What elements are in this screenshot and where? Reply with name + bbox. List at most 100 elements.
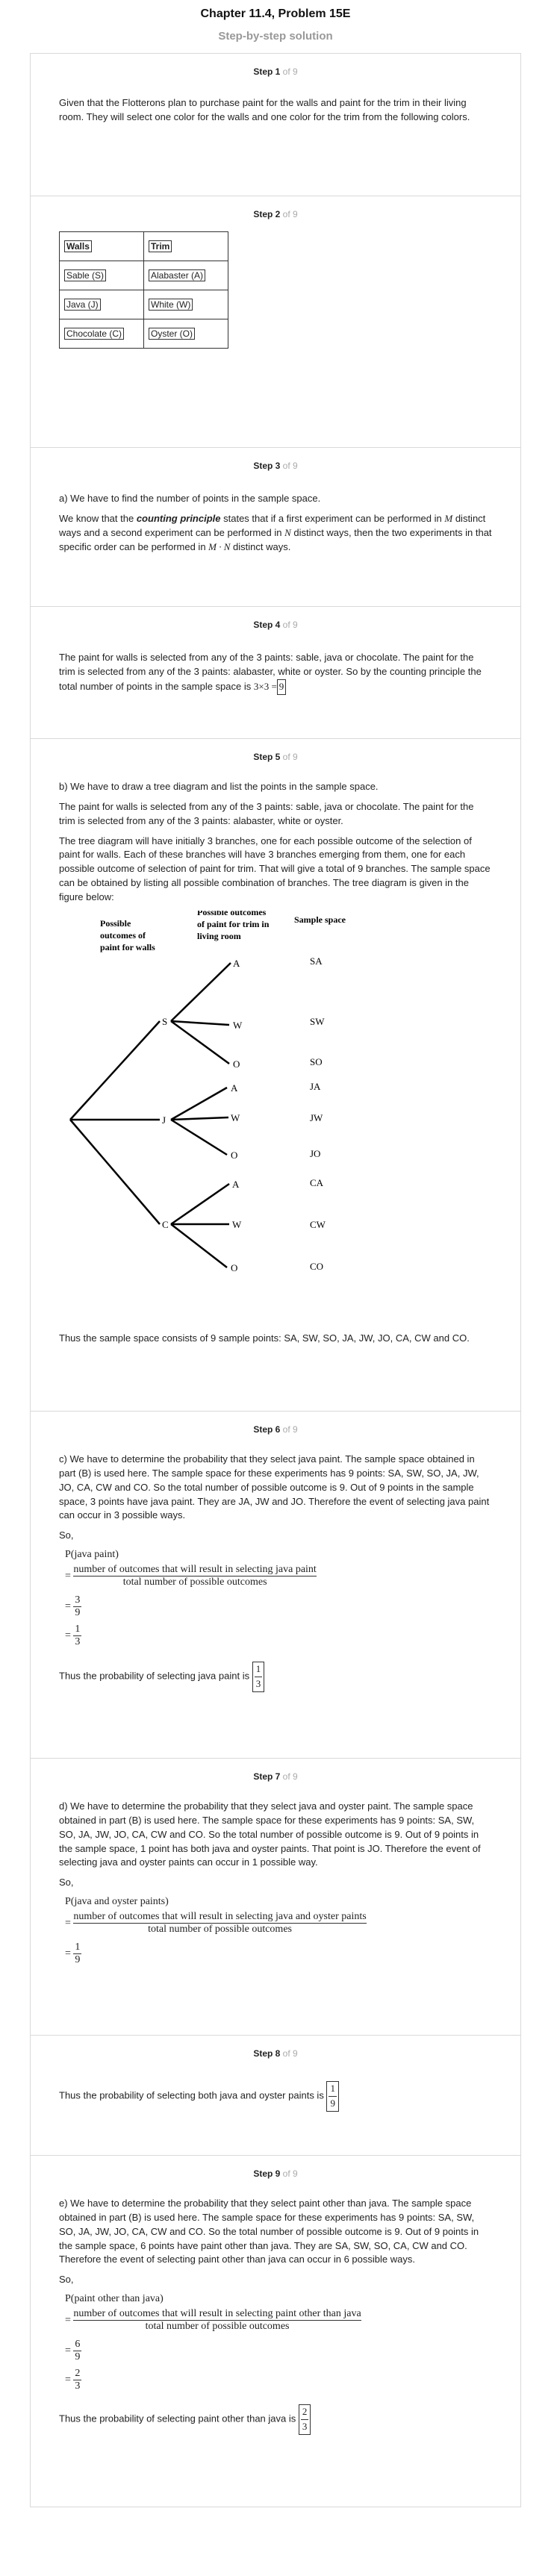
tree-branches: [69, 961, 231, 1268]
step-9-so: So,: [59, 2274, 74, 2286]
probability-expression: P(paint other than java): [65, 2293, 164, 2305]
sample-point: CA: [310, 1177, 324, 1188]
tree-header-walls-line-3: paint for walls: [100, 942, 155, 952]
step-2-title: Step 2 of 9: [253, 209, 298, 219]
table-row: Java (J) White (W): [59, 290, 228, 319]
table-cell: Alabaster (A): [149, 269, 206, 281]
probability-formula: number of outcomes that will result in s…: [73, 2308, 361, 2333]
step-9-title: Step 9 of 9: [253, 2168, 298, 2179]
branch-s-w: [170, 1020, 230, 1026]
step-6-conclusion: Thus the probability of selecting java p…: [59, 1662, 492, 1692]
tree-node-trim: O: [231, 1150, 237, 1161]
step-7: Step 7 of 9 d) We have to determine the …: [31, 1759, 520, 2036]
table-row: Sable (S) Alabaster (A): [59, 261, 228, 290]
step-8-conclusion: Thus the probability of selecting both j…: [59, 2081, 492, 2112]
sample-point: JA: [310, 1081, 321, 1092]
branch-c-o: [170, 1223, 228, 1268]
step-5-text-3: The tree diagram will have initially 3 b…: [59, 835, 491, 902]
step-7-text-1: d) We have to determine the probability …: [59, 1800, 481, 1868]
tree-node-trim: W: [231, 1112, 240, 1123]
tree-node-walls-c: C: [162, 1219, 169, 1230]
branch-walls-c: [69, 1118, 161, 1225]
branch-c-a: [170, 1182, 230, 1225]
step-9-conclusion: Thus the probability of selecting paint …: [59, 2404, 492, 2435]
tree-node-trim: W: [233, 1020, 243, 1031]
step-7-equation: P(java and oyster paints) = number of ou…: [65, 1896, 492, 1966]
page-subtitle: Step-by-step solution: [218, 30, 333, 43]
table-cell: Sable (S): [64, 269, 107, 281]
tree-node-trim: A: [232, 1179, 240, 1190]
probability-formula: number of outcomes that will result in s…: [73, 1911, 367, 1936]
tree-node-walls-s: S: [162, 1016, 167, 1027]
step-3-title: Step 3 of 9: [253, 461, 298, 471]
step-7-title: Step 7 of 9: [253, 1771, 298, 1782]
table-cell: White (W): [149, 299, 193, 311]
table-cell: Chocolate (C): [64, 328, 125, 340]
colors-table: Walls Trim Sable (S) Alabaster (A) Java …: [59, 231, 228, 349]
step-7-so: So,: [59, 1877, 74, 1889]
step-5-text-4: Thus the sample space consists of 9 samp…: [59, 1332, 470, 1344]
step-1-title: Step 1 of 9: [253, 66, 298, 77]
tree-header-walls-line-2: outcomes of: [100, 930, 146, 941]
step-5-title: Step 5 of 9: [253, 752, 298, 762]
tree-header-sample-space: Sample space: [294, 914, 346, 925]
sample-point: CO: [310, 1261, 323, 1272]
tree-header-trim-line-3: living room: [197, 931, 241, 941]
step-4-text: The paint for walls is selected from any…: [59, 651, 492, 695]
table-header-trim: Trim: [149, 240, 172, 252]
step-6-so: So,: [59, 1529, 74, 1541]
sample-point: JO: [310, 1148, 320, 1159]
step-5-text-2: The paint for walls is selected from any…: [59, 800, 474, 826]
step-4-title: Step 4 of 9: [253, 620, 298, 630]
probability-expression: P(java paint): [65, 1549, 119, 1561]
table-header-walls: Walls: [64, 240, 92, 252]
step-6-text-1: c) We have to determine the probability …: [59, 1453, 490, 1521]
tree-node-trim: O: [233, 1058, 240, 1070]
step-1-text: Given that the Flotterons plan to purcha…: [59, 97, 470, 122]
sample-point: JW: [310, 1112, 323, 1123]
tree-header-walls-line-1: Possible: [100, 918, 131, 929]
branch-s-o: [170, 1020, 230, 1064]
step-2: Step 2 of 9 Walls Trim Sable (S) Alabast…: [31, 196, 520, 448]
step-4: Step 4 of 9 The paint for walls is selec…: [31, 607, 520, 739]
tree-node-trim: W: [232, 1219, 242, 1230]
step-9: Step 9 of 9 e) We have to determine the …: [31, 2156, 520, 2507]
step-8-title: Step 8 of 9: [253, 2048, 298, 2059]
step-3-text-2: We know that the counting principle stat…: [59, 512, 492, 552]
step-5: Step 5 of 9 b) We have to draw a tree di…: [31, 739, 520, 1412]
sample-point: SW: [310, 1016, 325, 1027]
page-title: Chapter 11.4, Problem 15E: [200, 7, 351, 20]
step-1: Step 1 of 9 Given that the Flotterons pl…: [31, 54, 520, 196]
branch-s-a: [170, 961, 231, 1022]
table-cell: Oyster (O): [149, 328, 195, 340]
tree-diagram: Possible outcomes of paint for walls Pos…: [69, 907, 346, 1273]
table-row: Chocolate (C) Oyster (O): [59, 319, 228, 349]
step-6: Step 6 of 9 c) We have to determine the …: [31, 1412, 520, 1759]
branch-j-w: [170, 1116, 229, 1120]
step-9-text-1: e) We have to determine the probability …: [59, 2198, 479, 2265]
branch-walls-s: [69, 1020, 161, 1120]
table-header-row: Walls Trim: [59, 231, 228, 261]
tree-node-walls-j: J: [162, 1114, 166, 1126]
solution-frame: Step 1 of 9 Given that the Flotterons pl…: [30, 53, 521, 2507]
tree-node-trim: A: [231, 1082, 238, 1094]
probability-expression: P(java and oyster paints): [65, 1896, 169, 1908]
tree-node-trim: A: [233, 958, 240, 969]
step-8: Step 8 of 9 Thus the probability of sele…: [31, 2036, 520, 2156]
step-9-equation: P(paint other than java) = number of out…: [65, 2293, 492, 2392]
solution-page: Chapter 11.4, Problem 15E Step-by-step s…: [30, 7, 521, 2507]
step-6-equation: P(java paint) = number of outcomes that …: [65, 1549, 492, 1648]
sample-point: CW: [310, 1219, 326, 1230]
sample-point: SO: [310, 1056, 323, 1067]
tree-header-trim-line-1: Possible outcomes: [197, 911, 267, 917]
step-3-text-1: a) We have to find the number of points …: [59, 493, 321, 504]
sample-point: SA: [310, 955, 323, 967]
